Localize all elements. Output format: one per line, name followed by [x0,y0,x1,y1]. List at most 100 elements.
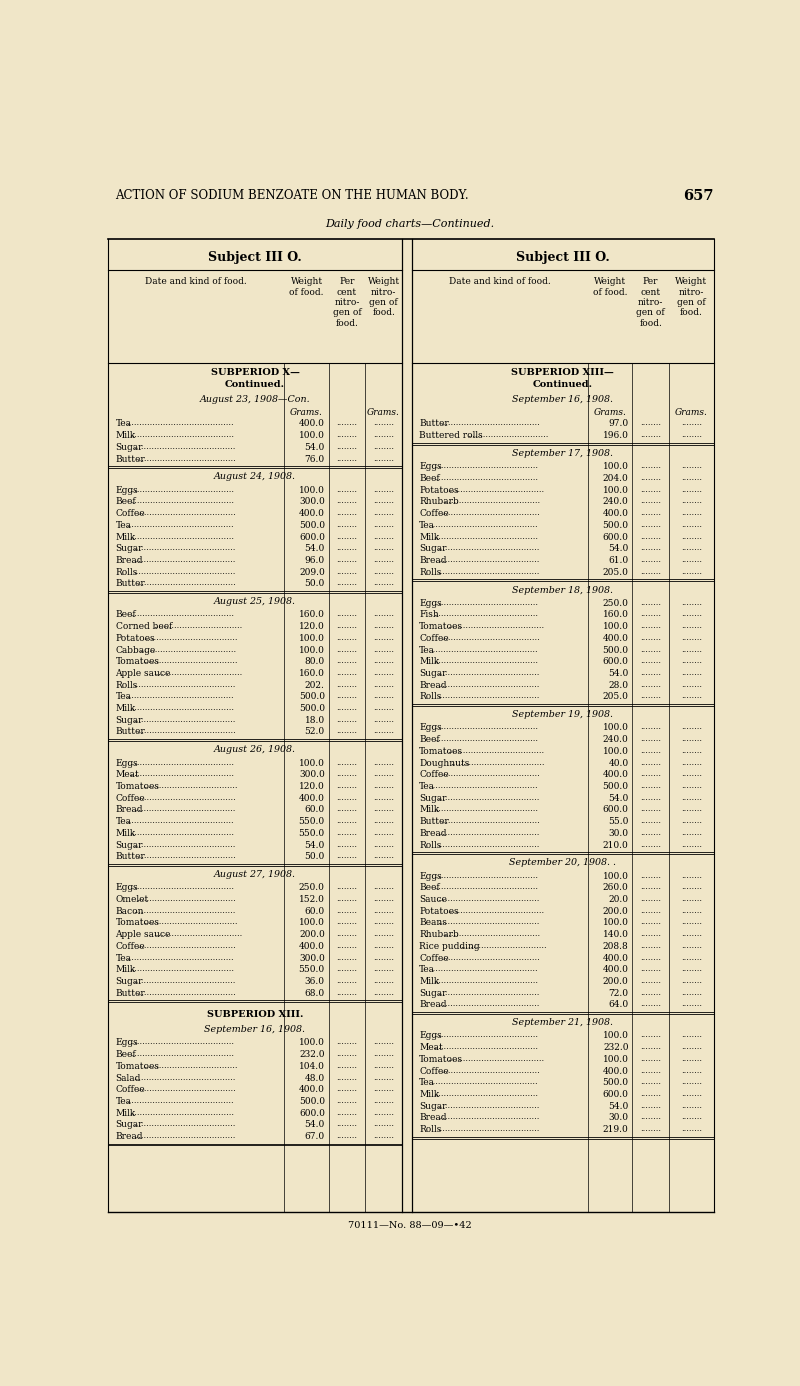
Text: 232.0: 232.0 [603,1044,629,1052]
Text: ........: ........ [681,646,702,654]
Text: Beef: Beef [115,498,136,506]
Text: ........: ........ [336,704,358,712]
Text: Rolls: Rolls [115,568,138,577]
Text: 152.0: 152.0 [299,895,325,904]
Text: .......................................: ....................................... [133,805,235,814]
Text: Grams.: Grams. [594,407,626,417]
Text: Bacon: Bacon [115,906,144,916]
Text: ........: ........ [640,1089,661,1098]
Text: Eggs: Eggs [115,883,138,893]
Text: Sugar: Sugar [419,794,446,802]
Text: ........: ........ [640,1031,661,1040]
Text: ........................................: ........................................ [130,431,234,439]
Text: ........: ........ [336,794,358,801]
Text: 600.0: 600.0 [602,657,629,667]
Text: 600.0: 600.0 [602,532,629,542]
Text: Tomatoes: Tomatoes [115,782,159,791]
Text: ........: ........ [336,1051,358,1058]
Text: ........................................: ........................................ [434,463,538,470]
Text: .........................................: ........................................… [126,1096,234,1105]
Text: ........: ........ [640,883,661,891]
Text: .......................................: ....................................... [133,1132,235,1141]
Text: Date and kind of food.: Date and kind of food. [449,277,550,286]
Text: ........: ........ [640,954,661,962]
Text: ........: ........ [681,954,702,962]
Text: ........: ........ [373,545,394,552]
Text: ........: ........ [640,474,661,482]
Text: 97.0: 97.0 [609,420,629,428]
Text: 600.0: 600.0 [299,1109,325,1117]
Text: ......................................: ...................................... [136,895,236,904]
Text: .......................................: ....................................... [437,556,539,564]
Text: Continued.: Continued. [225,380,285,388]
Text: 140.0: 140.0 [602,930,629,940]
Text: 400.0: 400.0 [299,942,325,951]
Text: .....................................: ..................................... [443,498,541,506]
Text: Potatoes: Potatoes [419,906,459,916]
Text: ........: ........ [681,556,702,564]
Text: ......................................: ...................................... [440,954,540,962]
Text: 60.0: 60.0 [305,906,325,916]
Text: .......................................: ....................................... [437,693,539,700]
Text: ........: ........ [373,840,394,848]
Text: Beef: Beef [419,474,440,482]
Text: ........: ........ [640,420,661,427]
Text: Tea: Tea [115,420,131,428]
Text: Beef: Beef [115,1051,136,1059]
Text: Eggs: Eggs [115,1038,138,1048]
Text: 232.0: 232.0 [299,1051,325,1059]
Text: ........: ........ [681,906,702,915]
Text: ........: ........ [373,829,394,837]
Text: 100.0: 100.0 [602,747,629,755]
Text: Butter: Butter [115,728,146,736]
Text: ........: ........ [681,1125,702,1134]
Text: Tea: Tea [419,965,435,974]
Text: ........: ........ [373,1038,394,1046]
Text: ........: ........ [681,723,702,732]
Text: 209.0: 209.0 [299,568,325,577]
Text: Tea: Tea [419,521,435,529]
Text: 36.0: 36.0 [305,977,325,985]
Text: 64.0: 64.0 [609,1001,629,1009]
Text: ........: ........ [373,715,394,723]
Text: ........................................: ........................................ [434,735,538,743]
Text: 202.: 202. [305,681,325,690]
Text: ........: ........ [373,1062,394,1070]
Text: 219.0: 219.0 [603,1125,629,1134]
Text: ........: ........ [640,693,661,700]
Text: ........: ........ [336,771,358,779]
Text: ........: ........ [681,988,702,997]
Text: ........................................: ........................................ [130,1038,234,1046]
Text: ........: ........ [373,782,394,790]
Text: September 17, 1908.: September 17, 1908. [512,449,613,457]
Text: 50.0: 50.0 [305,579,325,588]
Text: .........................................: ........................................… [126,693,234,700]
Text: 48.0: 48.0 [305,1074,325,1082]
Text: ......................................: ...................................... [440,633,540,642]
Text: Tomatoes: Tomatoes [115,1062,159,1071]
Text: September 19, 1908.: September 19, 1908. [512,710,613,719]
Text: ........: ........ [681,872,702,880]
Text: .........................................: ........................................… [126,818,234,825]
Text: 30.0: 30.0 [609,829,629,837]
Text: ........: ........ [373,693,394,700]
Text: ........: ........ [640,532,661,541]
Text: ......................................: ...................................... [440,818,540,825]
Text: ........: ........ [373,1132,394,1141]
Text: 300.0: 300.0 [299,771,325,779]
Text: .......................................: ....................................... [437,1001,539,1009]
Text: ........: ........ [681,942,702,949]
Text: .................................: ................................. [460,942,546,949]
Text: ........: ........ [336,532,358,541]
Text: ........................................: ........................................ [130,485,234,493]
Text: ......................................: ...................................... [136,455,236,463]
Text: ........: ........ [336,610,358,618]
Text: ........................................: ........................................ [434,805,538,814]
Text: 196.0: 196.0 [602,431,629,441]
Text: Fish: Fish [419,610,439,620]
Text: August 26, 1908.: August 26, 1908. [214,746,296,754]
Text: Eggs: Eggs [115,485,138,495]
Text: .....................................: ..................................... [446,1055,544,1063]
Text: Tea: Tea [115,818,131,826]
Text: Coffee: Coffee [115,942,145,951]
